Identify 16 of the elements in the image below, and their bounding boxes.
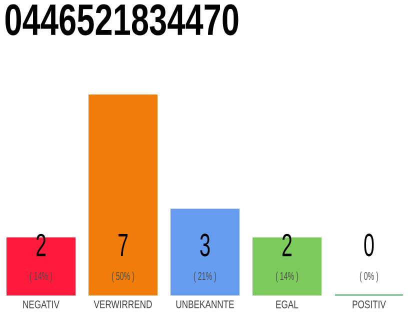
x-tick-label: VERWIRREND [94,300,152,308]
data-label: 7 [118,234,128,256]
x-tick-label: NEGATIV [23,300,60,308]
annotation: ( 0% ) [360,272,378,282]
data-label: 2 [36,234,46,256]
x-tick-label: POSITIV [352,300,386,308]
annotation: ( 21% ) [194,272,216,282]
annotation: ( 14% ) [30,272,52,282]
data-label: 3 [200,234,210,256]
chart-title: 0446521834470 [5,4,238,36]
annotation: ( 50% ) [112,272,134,282]
data-label: 2 [282,234,292,256]
x-tick-label: EGAL [276,300,298,308]
annotation: ( 14% ) [276,272,298,282]
x-tick-label: UNBEKANNTE [176,300,234,308]
data-label: 0 [364,234,374,256]
